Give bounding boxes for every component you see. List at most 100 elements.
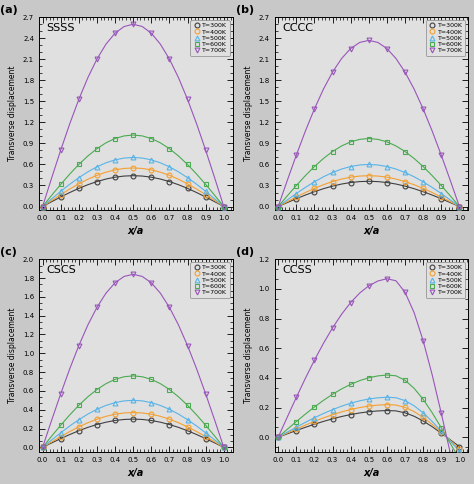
T=500K	[366, 396, 372, 402]
T=500K	[275, 434, 281, 440]
T=500K	[166, 407, 172, 412]
Line: T=500K: T=500K	[40, 398, 226, 450]
T=700K	[148, 30, 154, 36]
T=400K	[293, 426, 299, 432]
T=300K	[348, 180, 354, 185]
T=400K	[94, 416, 100, 422]
T=300K	[112, 418, 118, 424]
T=500K	[76, 417, 82, 423]
Line: T=500K: T=500K	[276, 162, 462, 209]
T=600K	[94, 146, 100, 151]
Line: T=600K: T=600K	[40, 133, 226, 209]
T=500K	[76, 175, 82, 181]
T=700K	[348, 300, 354, 305]
Y-axis label: Transverse displacement: Transverse displacement	[8, 66, 17, 161]
T=500K	[456, 448, 462, 454]
T=600K	[166, 387, 172, 393]
T=300K	[293, 196, 299, 202]
T=500K	[221, 444, 227, 450]
T=400K	[185, 181, 191, 187]
T=600K	[293, 182, 299, 188]
T=300K	[130, 173, 136, 179]
T=700K	[402, 69, 408, 75]
T=300K	[330, 183, 336, 189]
T=300K	[76, 428, 82, 434]
T=400K	[112, 411, 118, 417]
T=300K	[166, 422, 172, 427]
T=400K	[221, 204, 227, 210]
T=700K	[293, 394, 299, 400]
Line: T=700K: T=700K	[276, 276, 462, 484]
T=300K	[76, 185, 82, 191]
T=500K	[311, 179, 317, 185]
T=300K	[130, 416, 136, 422]
X-axis label: x/a: x/a	[128, 469, 144, 479]
Line: T=500K: T=500K	[40, 155, 226, 209]
T=500K	[348, 400, 354, 406]
T=500K	[221, 204, 227, 210]
T=600K	[366, 375, 372, 381]
T=400K	[384, 174, 390, 180]
T=500K	[130, 154, 136, 160]
T=300K	[203, 436, 209, 441]
Line: T=700K: T=700K	[40, 22, 226, 209]
T=700K	[58, 391, 64, 397]
T=600K	[348, 139, 354, 145]
T=600K	[58, 423, 64, 428]
T=300K	[438, 430, 444, 436]
T=600K	[40, 444, 46, 450]
T=300K	[384, 180, 390, 185]
T=400K	[203, 434, 209, 439]
T=400K	[76, 424, 82, 430]
T=300K	[311, 422, 317, 427]
T=700K	[420, 106, 426, 112]
T=600K	[311, 164, 317, 169]
T=700K	[148, 280, 154, 286]
T=300K	[221, 204, 227, 210]
T=600K	[366, 136, 372, 141]
T=300K	[221, 444, 227, 450]
T=300K	[40, 204, 46, 210]
T=500K	[311, 415, 317, 421]
X-axis label: x/a: x/a	[363, 227, 380, 237]
T=700K	[311, 106, 317, 112]
T=600K	[438, 182, 444, 188]
T=500K	[275, 204, 281, 210]
T=700K	[58, 147, 64, 153]
T=700K	[420, 338, 426, 344]
T=500K	[130, 397, 136, 403]
T=600K	[402, 378, 408, 383]
T=300K	[203, 194, 209, 200]
T=700K	[185, 96, 191, 102]
Y-axis label: Transverse displacement: Transverse displacement	[8, 308, 17, 403]
T=500K	[166, 164, 172, 170]
T=300K	[330, 416, 336, 422]
T=700K	[402, 289, 408, 295]
T=500K	[402, 398, 408, 404]
T=300K	[311, 189, 317, 195]
T=300K	[185, 185, 191, 191]
T=600K	[293, 419, 299, 424]
T=400K	[438, 429, 444, 435]
T=500K	[384, 394, 390, 400]
T=500K	[293, 424, 299, 430]
T=300K	[112, 174, 118, 180]
T=600K	[275, 434, 281, 440]
T=400K	[348, 407, 354, 412]
Text: CCSS: CCSS	[283, 265, 312, 275]
Line: T=400K: T=400K	[40, 166, 226, 209]
T=300K	[402, 410, 408, 416]
T=600K	[148, 377, 154, 382]
Line: T=600K: T=600K	[276, 136, 462, 209]
X-axis label: x/a: x/a	[128, 227, 144, 237]
T=500K	[420, 410, 426, 416]
Legend: T=300K, T=400K, T=500K, T=600K, T=700K: T=300K, T=400K, T=500K, T=600K, T=700K	[426, 20, 465, 56]
T=300K	[420, 189, 426, 195]
Line: T=400K: T=400K	[40, 410, 226, 450]
T=300K	[166, 179, 172, 184]
T=400K	[112, 167, 118, 173]
T=600K	[130, 132, 136, 138]
T=300K	[384, 408, 390, 413]
T=400K	[348, 174, 354, 180]
T=700K	[311, 357, 317, 363]
